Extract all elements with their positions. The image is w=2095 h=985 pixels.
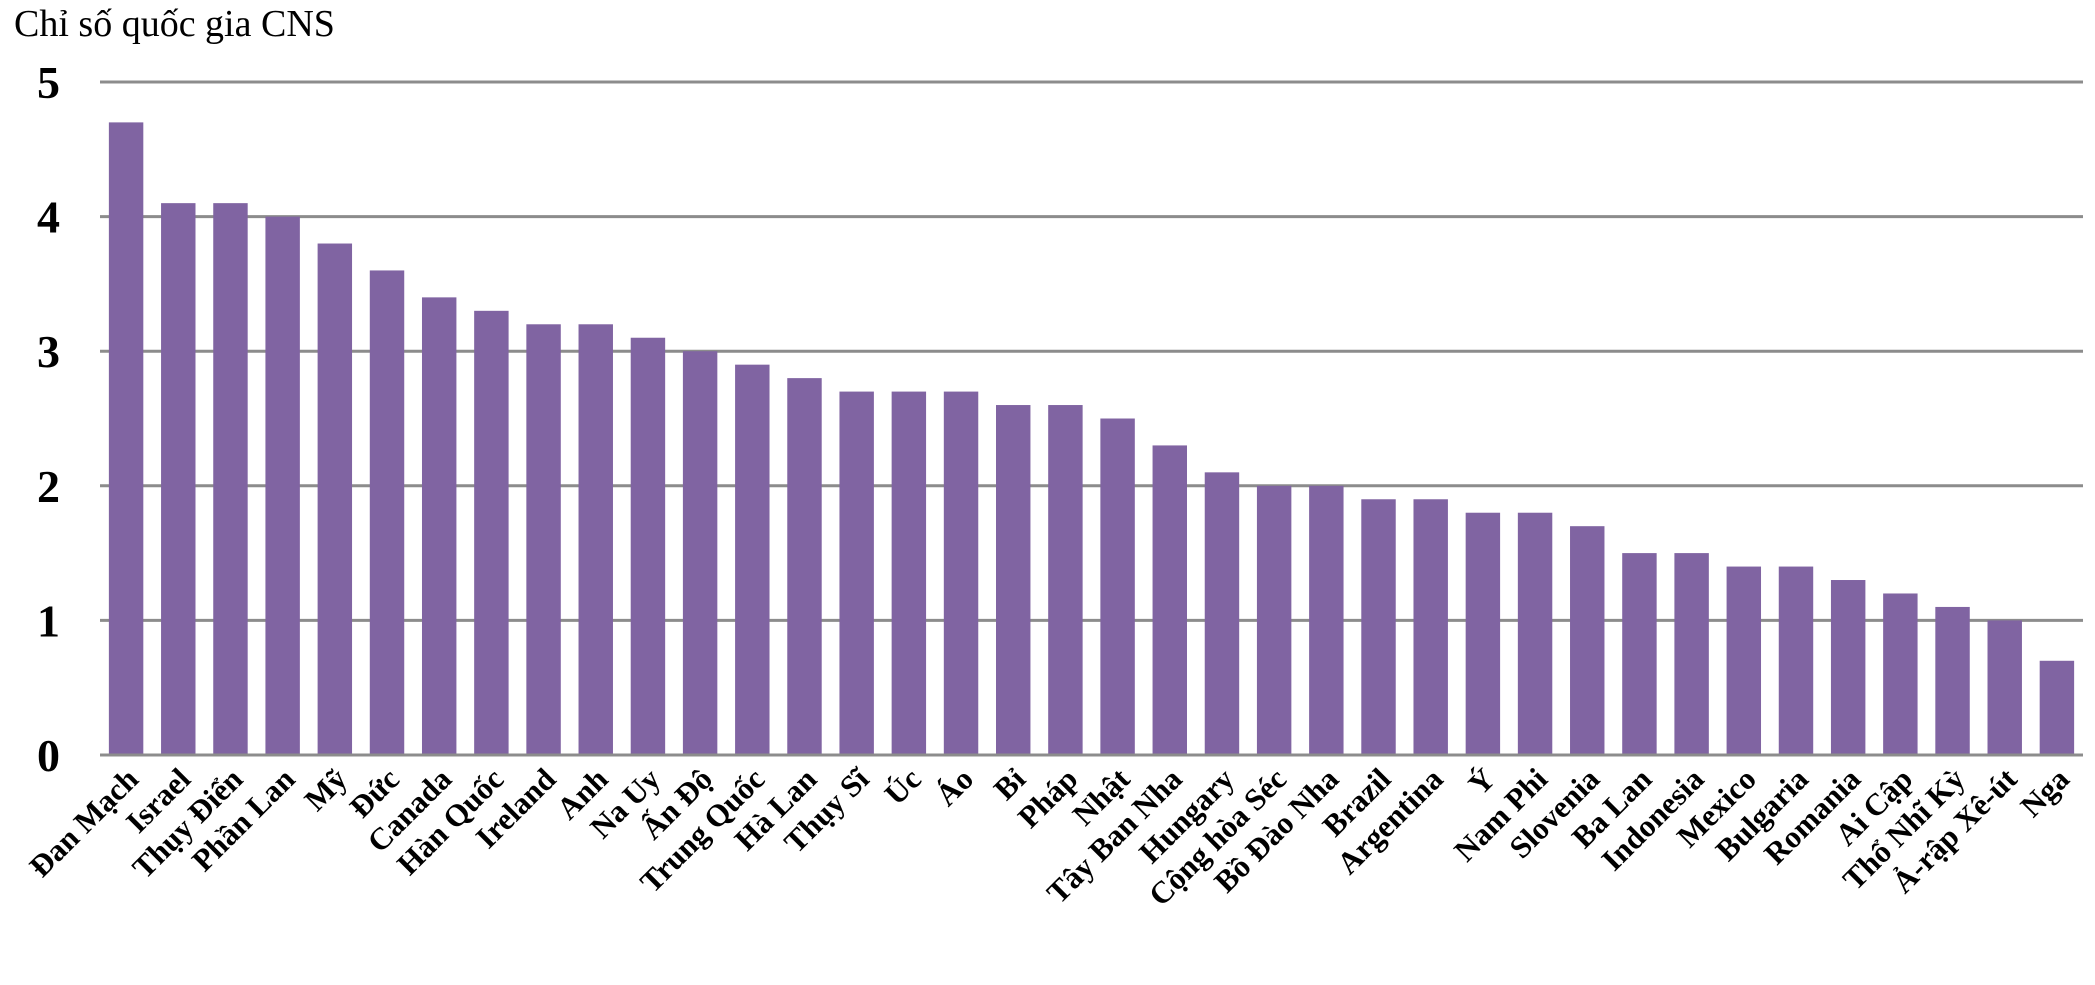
x-tick-label: Pháp	[1011, 761, 1084, 834]
bar	[787, 378, 822, 755]
bar	[1204, 472, 1240, 755]
bar	[1622, 553, 1657, 755]
bar	[839, 391, 874, 755]
y-tick-label: 4	[37, 192, 60, 243]
bar	[943, 391, 979, 755]
bar	[996, 405, 1031, 755]
bar	[213, 203, 248, 755]
y-axis-ticks: 0 1 2 3 4 5	[37, 57, 60, 781]
bar	[1100, 418, 1135, 755]
bars	[108, 122, 2075, 756]
bar	[1517, 512, 1553, 755]
bar	[1309, 485, 1344, 755]
x-tick-label: Úc	[877, 761, 927, 811]
y-axis-title: Chỉ số quốc gia CNS	[14, 3, 335, 45]
bar	[1935, 606, 1970, 755]
x-tick-label: Mỹ	[297, 761, 354, 818]
bar	[474, 310, 509, 755]
y-tick-label: 3	[37, 326, 60, 377]
x-tick-label: Nga	[2013, 761, 2076, 824]
bar	[108, 122, 144, 755]
bar	[421, 297, 457, 755]
bar	[1570, 526, 1605, 755]
y-tick-label: 5	[37, 57, 60, 108]
bar	[1413, 499, 1448, 755]
bar	[891, 391, 927, 755]
bar	[578, 324, 613, 755]
bar	[1361, 499, 1396, 755]
bar	[682, 351, 718, 755]
bar	[1152, 445, 1187, 755]
bar	[1778, 566, 1814, 755]
y-tick-label: 1	[37, 595, 60, 646]
bar	[526, 324, 561, 755]
bar	[2039, 660, 2075, 755]
bar	[1465, 512, 1501, 755]
bar	[1830, 580, 1866, 755]
bar	[1048, 405, 1083, 755]
bar	[1726, 566, 1762, 755]
bar	[265, 216, 300, 756]
bar	[1883, 593, 1918, 755]
bar	[630, 337, 666, 755]
bar	[161, 203, 196, 755]
y-tick-label: 0	[37, 730, 60, 781]
bar	[317, 243, 353, 755]
bar	[1256, 485, 1292, 755]
y-tick-label: 2	[37, 461, 60, 512]
x-tick-label: Áo	[928, 761, 980, 813]
bar	[735, 364, 770, 755]
bar	[1674, 553, 1709, 755]
bar	[1987, 620, 2022, 755]
bar	[369, 270, 405, 755]
